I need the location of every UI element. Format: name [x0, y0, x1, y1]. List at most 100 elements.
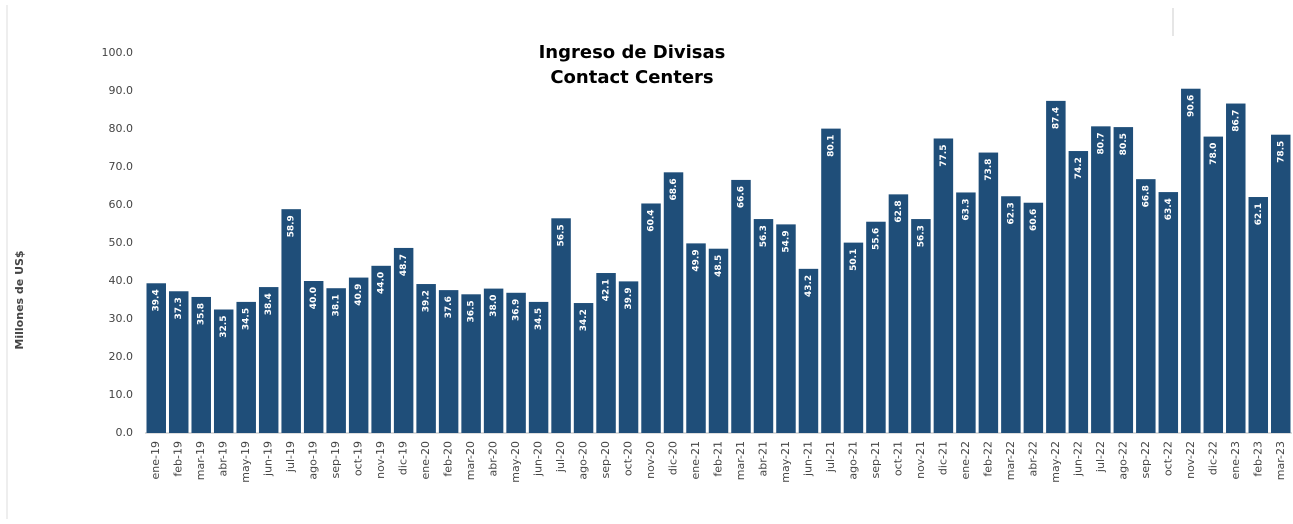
value-label: 39.9: [624, 287, 634, 309]
value-label: 60.6: [1029, 209, 1039, 231]
x-tick-label: jul-21: [824, 441, 837, 473]
bar: [438, 290, 459, 433]
value-label: 68.6: [669, 178, 679, 200]
bar: [933, 138, 954, 433]
x-tick-label: jun-21: [801, 441, 814, 477]
bar: [528, 301, 549, 433]
value-label: 37.6: [444, 296, 454, 318]
value-label: 36.9: [512, 299, 522, 321]
x-tick-label: dic-19: [397, 441, 410, 475]
x-tick-label: sep-20: [599, 441, 612, 478]
value-label: 90.6: [1186, 95, 1196, 117]
x-tick-label: jun-19: [262, 441, 275, 477]
x-tick-label: nov-20: [644, 441, 657, 479]
value-label: 58.9: [287, 215, 297, 237]
value-label: 50.1: [849, 249, 859, 271]
bar: [641, 203, 661, 433]
value-label: 39.2: [422, 290, 432, 312]
x-tick-label: mar-19: [194, 441, 207, 480]
value-label: 80.7: [1096, 132, 1106, 154]
bar: [978, 152, 999, 433]
y-tick-label: 10.0: [109, 388, 134, 401]
value-label: 60.4: [647, 209, 657, 231]
bar: [1203, 136, 1224, 433]
value-label: 39.4: [152, 289, 162, 311]
chart-subtitle: Contact Centers: [550, 67, 713, 88]
bar: [1181, 88, 1201, 433]
x-tick-label: feb-19: [172, 441, 185, 477]
x-tick-label: ene-22: [959, 441, 972, 479]
value-label: 34.2: [579, 309, 589, 331]
x-tick-label: feb-20: [442, 441, 455, 477]
value-label: 73.8: [984, 159, 994, 181]
bar: [753, 219, 774, 433]
x-tick-label: may-21: [779, 441, 792, 483]
x-tick-label: abr-21: [756, 441, 769, 477]
value-label: 44.0: [377, 272, 387, 294]
x-tick-label: abr-20: [487, 441, 500, 477]
bar: [708, 248, 729, 433]
bar: [731, 179, 751, 433]
x-tick-label: sep-21: [869, 441, 882, 478]
bar: [573, 303, 594, 433]
x-tick-label: ago-21: [846, 441, 859, 480]
bar: [303, 281, 324, 433]
value-label: 54.9: [781, 230, 791, 252]
x-tick-label: dic-22: [1206, 441, 1219, 475]
bar: [371, 265, 391, 433]
bar: [821, 128, 841, 433]
value-label: 40.9: [354, 284, 364, 306]
value-label: 87.4: [1051, 107, 1061, 129]
x-tick-label: feb-21: [712, 441, 725, 477]
y-tick-label: 0.0: [116, 426, 134, 439]
x-tick-label: feb-22: [981, 441, 994, 477]
x-tick-label: abr-22: [1026, 441, 1039, 477]
bar: [483, 288, 504, 433]
x-tick-label: ene-23: [1229, 441, 1242, 479]
bar: [213, 309, 234, 433]
bar: [281, 209, 301, 433]
bar: [1271, 134, 1291, 433]
x-tick-label: jul-20: [554, 441, 567, 473]
value-label: 34.5: [534, 308, 544, 330]
value-label: 63.3: [961, 198, 971, 220]
bar: [1001, 196, 1021, 433]
x-tick-label: mar-21: [734, 441, 747, 480]
value-label: 38.1: [332, 294, 342, 316]
y-tick-label: 100.0: [102, 46, 134, 59]
value-label: 63.4: [1164, 198, 1174, 220]
bar: [663, 172, 684, 433]
value-label: 40.0: [309, 287, 319, 309]
bar: [506, 292, 526, 433]
bar: [393, 247, 414, 433]
x-tick-label: jul-19: [284, 441, 297, 473]
x-tick-label: abr-19: [217, 441, 230, 477]
x-tick-label: ago-20: [577, 441, 590, 480]
bar: [776, 224, 796, 433]
value-label: 74.2: [1074, 157, 1084, 179]
value-label: 38.4: [264, 293, 274, 315]
bar: [1068, 151, 1089, 434]
x-tick-label: may-19: [239, 441, 252, 483]
y-axis-title: Millones de US$: [13, 250, 26, 349]
value-label: 43.2: [804, 275, 814, 297]
value-label: 62.3: [1006, 202, 1016, 224]
bar: [191, 296, 211, 433]
y-tick-label: 40.0: [109, 274, 134, 287]
value-label: 66.6: [736, 186, 746, 208]
bar: [618, 281, 639, 433]
bar: [1113, 127, 1134, 433]
value-label: 34.5: [242, 308, 252, 330]
value-label: 36.5: [467, 300, 477, 322]
y-tick-label: 90.0: [109, 84, 134, 97]
value-label: 56.5: [557, 224, 567, 246]
bar: [956, 192, 976, 433]
bar: [1248, 197, 1269, 433]
x-tick-label: sep-22: [1139, 441, 1152, 478]
value-label: 66.8: [1141, 185, 1151, 207]
bar: [888, 194, 909, 433]
bar: [551, 218, 571, 433]
x-tick-label: mar-22: [1004, 441, 1017, 480]
bar: [236, 301, 256, 433]
